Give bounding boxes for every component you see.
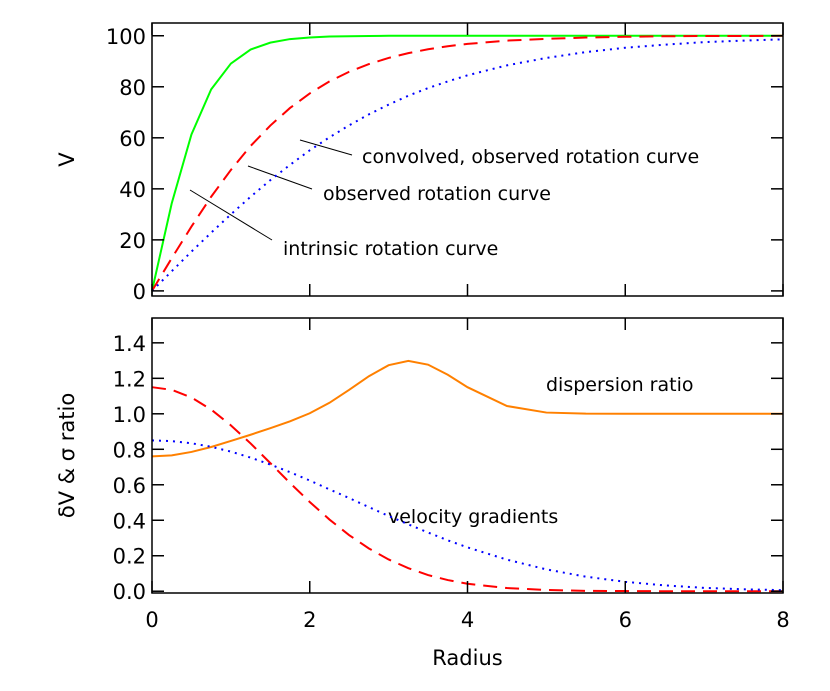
plot-frame — [151, 317, 784, 594]
annotation: convolved, observed rotation curve — [362, 146, 699, 168]
y-tick-label: 1.4 — [113, 332, 146, 356]
x-tick-label: 2 — [303, 608, 316, 632]
x-tick-label: 0 — [145, 608, 158, 632]
leader-line — [189, 189, 273, 241]
annotation: intrinsic rotation curve — [283, 238, 498, 260]
x-tick-label: 6 — [619, 608, 632, 632]
data-line — [151, 34, 783, 292]
x-tick-label: 4 — [461, 608, 474, 632]
y-tick-label: 1.2 — [113, 367, 146, 391]
y-tick-label: 0.4 — [113, 509, 146, 533]
y-tick-label: 0.0 — [113, 580, 146, 604]
y-tick-label: 80 — [119, 76, 146, 100]
data-line — [151, 386, 783, 593]
annotation: observed rotation curve — [323, 183, 551, 205]
annotation: dispersion ratio — [546, 374, 694, 396]
axes: 0 20 40 60 80 100 V — [55, 22, 784, 304]
y-tick-label: 0.6 — [113, 474, 146, 498]
leader-line — [299, 139, 353, 156]
y-axis-label: δV & σ ratio — [55, 393, 79, 518]
axes: 0.0 0.2 0.4 0.6 0.8 1.0 1.2 1.4 0 2 4 6 8 δV & σ rati… — [55, 317, 790, 670]
data-line — [151, 38, 784, 292]
y-tick-label: 0 — [133, 280, 146, 304]
leader-line — [247, 165, 313, 190]
x-tick-label: 8 — [776, 608, 789, 632]
y-tick-label: 0.8 — [113, 438, 146, 462]
data-line — [151, 359, 783, 458]
x-axis-label: Radius — [432, 646, 502, 670]
annotation: velocity gradients — [388, 506, 558, 528]
y-tick-label: 100 — [106, 25, 146, 49]
data-line — [151, 34, 784, 292]
y-axis-label: V — [55, 152, 79, 167]
y-tick-label: 20 — [119, 229, 146, 253]
y-tick-label: 40 — [119, 178, 146, 202]
y-tick-label: 60 — [119, 127, 146, 151]
y-tick-label: 0.2 — [113, 545, 146, 569]
y-tick-label: 1.0 — [113, 403, 146, 427]
